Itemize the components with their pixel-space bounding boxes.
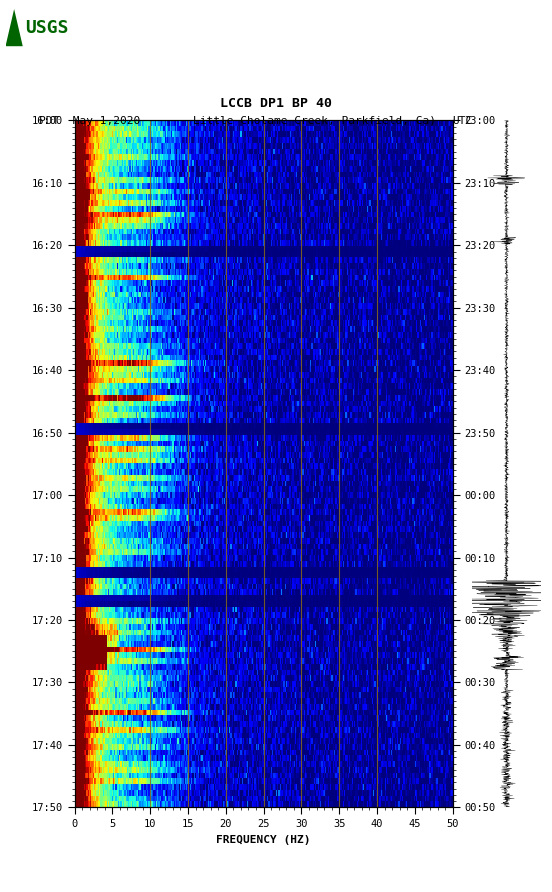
Text: Little Cholame Creek, Parkfield, Ca): Little Cholame Creek, Parkfield, Ca) xyxy=(193,116,436,126)
Text: UTC: UTC xyxy=(453,116,473,126)
X-axis label: FREQUENCY (HZ): FREQUENCY (HZ) xyxy=(216,835,311,845)
Text: USGS: USGS xyxy=(25,19,69,37)
Text: LCCB DP1 BP 40: LCCB DP1 BP 40 xyxy=(220,96,332,110)
Text: PDT  May 1,2020: PDT May 1,2020 xyxy=(39,116,140,126)
Polygon shape xyxy=(6,9,23,46)
